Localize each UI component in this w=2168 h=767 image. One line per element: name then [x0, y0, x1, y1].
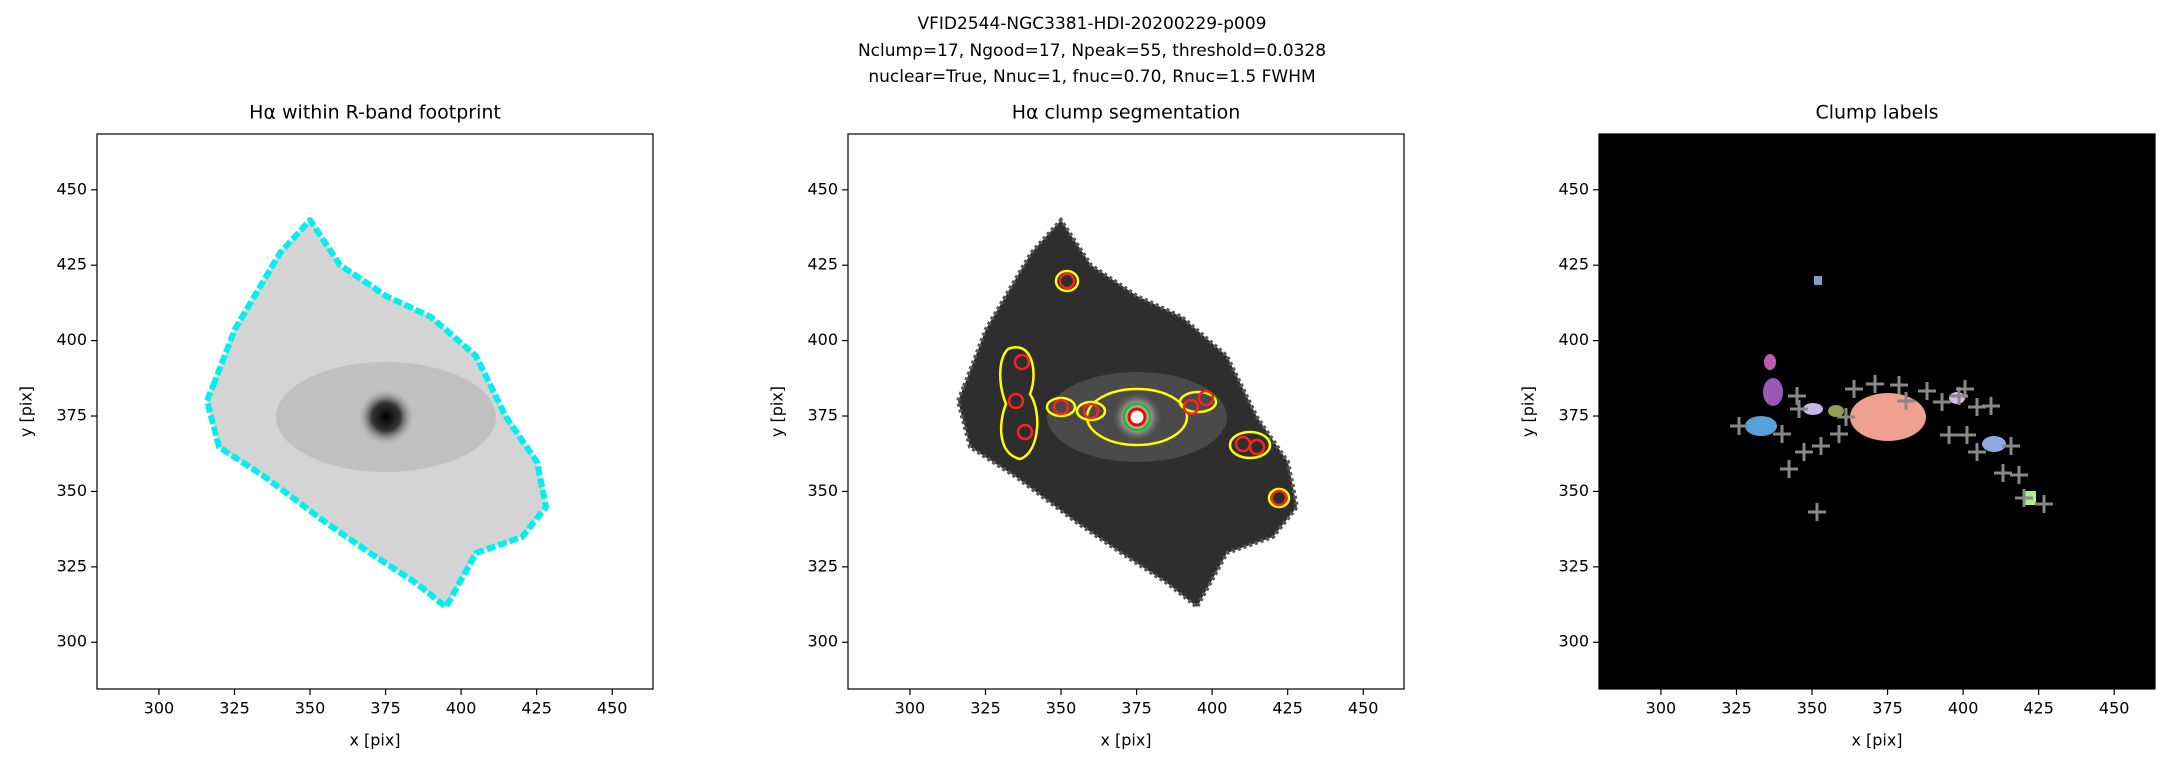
x-tick-label: 450	[1348, 699, 1379, 718]
label-marker	[1788, 387, 1806, 405]
label-marker	[1958, 426, 1976, 444]
x-tick-label: 425	[1272, 699, 1303, 718]
x-tick-label: 425	[521, 699, 552, 718]
label-marker	[2015, 489, 2033, 507]
x-tick-label: 450	[597, 699, 628, 718]
x-tick-label: 350	[1046, 699, 1077, 718]
x-axis-label: x [pix]	[1100, 731, 1151, 750]
image-footprint	[204, 217, 549, 610]
label-marker	[1994, 464, 2012, 482]
y-tick-label: 425	[807, 255, 838, 274]
x-tick-label: 350	[1797, 699, 1828, 718]
axes-frame	[96, 133, 654, 690]
x-tick-label: 375	[1872, 699, 1903, 718]
label-marker	[1933, 393, 1951, 411]
label-marker	[2035, 495, 2053, 513]
x-axis-label: x [pix]	[349, 731, 400, 750]
y-tick-label: 375	[807, 406, 838, 425]
label-marker	[1890, 376, 1908, 394]
axes-title: Hα within R-band footprint	[249, 102, 501, 124]
y-tick-label: 425	[1558, 255, 1589, 274]
y-tick-label: 325	[807, 556, 838, 575]
label-marker	[1866, 375, 1884, 393]
label-marker	[1790, 400, 1808, 418]
axes-title: Hα clump segmentation	[1012, 102, 1241, 124]
x-tick-label: 450	[2099, 699, 2130, 718]
y-axis-label: y [pix]	[1519, 386, 1538, 437]
y-tick-label: 350	[56, 481, 87, 500]
y-tick-label: 425	[56, 255, 87, 274]
label-marker	[1837, 408, 1855, 426]
label-marker	[2002, 437, 2020, 455]
y-tick-label: 400	[56, 330, 87, 349]
x-tick-label: 325	[970, 699, 1001, 718]
figure-title: VFID2544-NGC3381-HDI-20200229-p009	[918, 14, 1267, 34]
x-tick-label: 300	[1646, 699, 1677, 718]
label-marker	[1780, 460, 1798, 478]
label-marker	[1956, 380, 1974, 398]
label-marker	[1795, 443, 1813, 461]
label-marker	[1968, 443, 1986, 461]
axes-frame	[1598, 133, 2156, 690]
label-marker	[1940, 426, 1958, 444]
label-marker	[1845, 380, 1863, 398]
figure-title: nuclear=True, Nnuc=1, fnuc=0.70, Rnuc=1.…	[868, 67, 1315, 87]
axes-title: Clump labels	[1815, 102, 1938, 124]
y-tick-label: 350	[1558, 481, 1589, 500]
x-tick-label: 400	[1197, 699, 1228, 718]
label-marker	[1897, 392, 1915, 410]
label-marker	[1730, 417, 1748, 435]
image-labels	[1599, 134, 2155, 689]
y-axis-label: y [pix]	[768, 386, 787, 437]
axes-frame	[847, 133, 1405, 690]
x-axis-label: x [pix]	[1851, 731, 1902, 750]
x-tick-label: 400	[446, 699, 477, 718]
y-tick-label: 400	[1558, 330, 1589, 349]
label-marker	[1918, 382, 1936, 400]
y-tick-label: 300	[807, 632, 838, 651]
label-marker	[1773, 425, 1791, 443]
x-tick-label: 300	[144, 699, 175, 718]
x-tick-label: 325	[1721, 699, 1752, 718]
y-tick-label: 325	[56, 556, 87, 575]
x-tick-label: 375	[1121, 699, 1152, 718]
x-tick-label: 425	[2023, 699, 2054, 718]
y-tick-label: 400	[807, 330, 838, 349]
x-tick-label: 400	[1948, 699, 1979, 718]
y-tick-label: 300	[1558, 632, 1589, 651]
y-tick-label: 350	[807, 481, 838, 500]
label-marker	[1808, 503, 1826, 521]
x-tick-label: 350	[295, 699, 326, 718]
y-axis-label: y [pix]	[17, 386, 36, 437]
x-tick-label: 325	[219, 699, 250, 718]
label-marker	[1812, 437, 1830, 455]
y-tick-label: 325	[1558, 556, 1589, 575]
y-tick-label: 450	[1558, 179, 1589, 198]
y-tick-label: 450	[56, 179, 87, 198]
figure-title: Nclump=17, Ngood=17, Npeak=55, threshold…	[858, 41, 1326, 61]
label-marker	[2010, 466, 2028, 484]
y-tick-label: 375	[1558, 406, 1589, 425]
image-segmentation	[955, 216, 1300, 611]
x-tick-label: 300	[895, 699, 926, 718]
label-marker	[1982, 397, 2000, 415]
y-tick-label: 300	[56, 632, 87, 651]
label-marker	[1830, 425, 1848, 443]
x-tick-label: 375	[370, 699, 401, 718]
y-tick-label: 450	[807, 179, 838, 198]
y-tick-label: 375	[56, 406, 87, 425]
